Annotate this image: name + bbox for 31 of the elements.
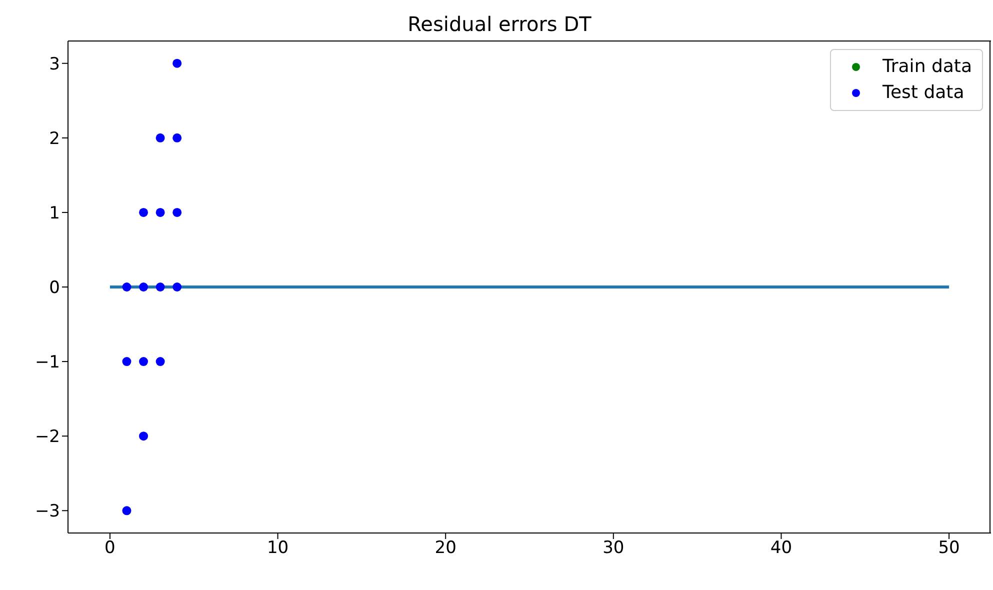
point [172, 208, 182, 217]
point [172, 58, 182, 68]
legend-label: Test data [882, 81, 964, 105]
y-tick-label: −3 [34, 502, 60, 522]
x-tick-label: 30 [602, 538, 624, 558]
x-tick-label: 50 [938, 538, 960, 558]
point [122, 506, 132, 516]
y-tick-label: −1 [34, 352, 60, 373]
y-tick-label: 3 [49, 54, 60, 74]
point [156, 282, 165, 292]
point [139, 432, 148, 441]
x-tick-label: 20 [434, 538, 456, 558]
point [139, 357, 148, 366]
x-tick-label: 0 [104, 538, 116, 558]
chart-title: Residual errors DT [406, 12, 592, 36]
legend-label: Train data [882, 55, 972, 79]
y-tick-label: −2 [34, 427, 60, 448]
point [156, 133, 165, 142]
x-tick-label: 10 [266, 538, 289, 558]
point [172, 282, 182, 292]
point [156, 357, 165, 366]
point [122, 282, 132, 292]
point [139, 282, 148, 292]
y-tick-label: 0 [49, 278, 60, 298]
point [139, 208, 148, 217]
y-tick-label: 2 [49, 128, 60, 149]
y-tick-label: 1 [49, 203, 60, 224]
point [122, 357, 132, 366]
point [172, 133, 182, 142]
point [156, 208, 165, 217]
x-tick-label: 40 [770, 538, 792, 558]
